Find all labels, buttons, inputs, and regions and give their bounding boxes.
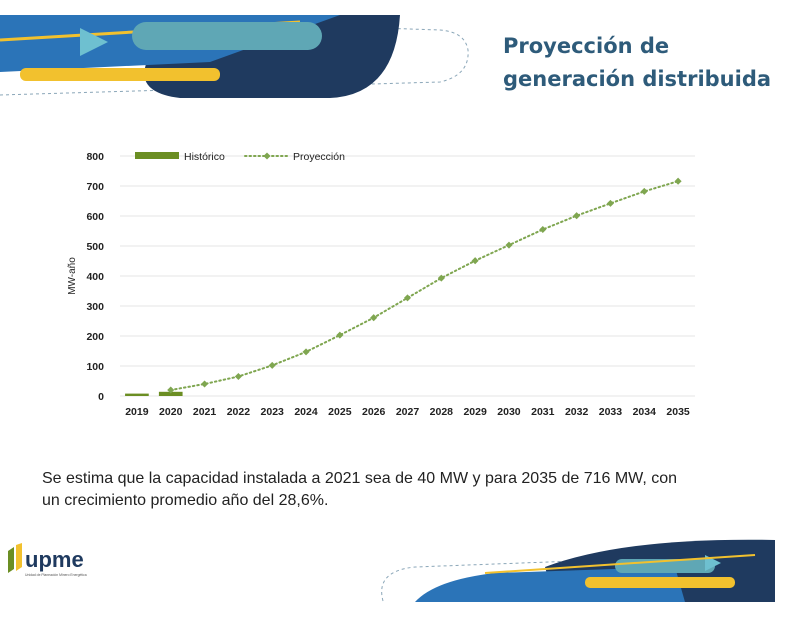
proyeccion-points — [167, 177, 682, 394]
caption-line-2: un crecimiento promedio año del 28,6%. — [42, 492, 329, 509]
x-tick-label: 2028 — [430, 406, 454, 418]
y-tick-label: 300 — [86, 301, 104, 313]
x-tick-label: 2025 — [328, 406, 352, 418]
logo-tagline: Unidad de Planeación Minero Energética — [25, 573, 87, 577]
legend-label-proyeccion: Proyección — [293, 151, 345, 163]
x-tick-label: 2031 — [531, 406, 555, 418]
proyeccion-point — [471, 257, 479, 265]
banner-teal-pill — [132, 22, 322, 50]
proyeccion-point — [201, 380, 209, 388]
proyeccion-point — [437, 274, 445, 282]
upme-logo-mark — [8, 547, 14, 573]
x-tick-label: 2027 — [396, 406, 420, 418]
banner-yellow-bar — [20, 68, 220, 81]
x-tick-label: 2026 — [362, 406, 386, 418]
chart-gridlines — [120, 155, 695, 397]
proyeccion-point — [573, 212, 581, 220]
proyeccion-point — [505, 241, 513, 249]
y-tick-label: 0 — [98, 391, 104, 403]
caption: Se estima que la capacidad instalada a 2… — [42, 468, 762, 512]
proyeccion-point — [674, 177, 682, 185]
proyeccion-point — [234, 372, 242, 381]
logo-text: upme — [25, 547, 84, 572]
y-tick-label: 500 — [86, 241, 104, 253]
caption-line-1: Se estima que la capacidad instalada a 2… — [42, 470, 678, 487]
x-tick-label: 2029 — [463, 406, 487, 418]
y-tick-label: 200 — [86, 331, 104, 343]
slide-title: Proyección de generación distribuida — [503, 30, 773, 96]
x-tick-label: 2030 — [497, 406, 521, 418]
slide-title-line-1: Proyección de — [503, 34, 670, 58]
y-tick-label: 600 — [86, 211, 104, 223]
y-axis-ticks: 0 100 200 300 400 500 600 700 800 — [86, 151, 104, 403]
y-tick-label: 400 — [86, 271, 104, 283]
proyeccion-point — [268, 361, 276, 369]
upme-logo: upme Unidad de Planeación Minero Energét… — [8, 543, 87, 577]
proyeccion-line — [169, 180, 680, 391]
x-tick-label: 2033 — [599, 406, 623, 418]
slide-title-line-2: generación distribuida — [503, 67, 772, 91]
y-tick-label: 700 — [86, 181, 104, 193]
historico-bar — [125, 393, 149, 396]
x-tick-label: 2023 — [261, 406, 285, 418]
x-tick-label: 2032 — [565, 406, 589, 418]
legend-marker-proyeccion — [263, 152, 271, 160]
historico-bar — [158, 391, 183, 396]
proyeccion-point — [167, 386, 175, 394]
x-tick-label: 2024 — [294, 406, 318, 418]
x-tick-label: 2022 — [227, 406, 251, 418]
banner-bottom-thin-line — [484, 554, 756, 574]
banner-bottom-dashed-outline — [381, 560, 576, 602]
x-tick-label: 2020 — [159, 406, 183, 418]
proyeccion-point — [640, 187, 648, 195]
y-tick-label: 800 — [86, 151, 104, 163]
x-tick-label: 2035 — [666, 406, 690, 418]
upme-logo-mark-2 — [16, 543, 22, 571]
y-axis-label: MW-año — [67, 257, 78, 295]
decorative-banner-top — [0, 15, 469, 98]
proyeccion-point — [403, 294, 412, 302]
banner-play-icon — [80, 28, 108, 56]
historico-bars — [125, 391, 183, 396]
banner-bottom-blue-shape — [415, 567, 685, 602]
x-tick-label: 2021 — [193, 406, 217, 418]
chart-legend: Histórico Proyección — [135, 151, 345, 163]
banner-dashed-outline — [0, 27, 469, 96]
proyeccion-point — [370, 314, 378, 322]
y-tick-label: 100 — [86, 361, 104, 373]
proyeccion-point — [606, 199, 614, 207]
proyeccion-point — [336, 331, 344, 339]
x-axis-ticks: 2019 2020 2021 2022 2023 2024 2025 2026 2027 2028… — [125, 406, 690, 418]
proyeccion-point — [539, 225, 547, 234]
legend-swatch-historico — [135, 152, 179, 159]
legend-label-historico: Histórico — [184, 151, 225, 163]
banner-bottom-yellow-bar — [585, 577, 735, 588]
proyeccion-point — [302, 348, 310, 356]
decorative-banner-bottom — [381, 539, 775, 602]
x-tick-label: 2019 — [125, 406, 149, 418]
x-tick-label: 2034 — [633, 406, 657, 418]
